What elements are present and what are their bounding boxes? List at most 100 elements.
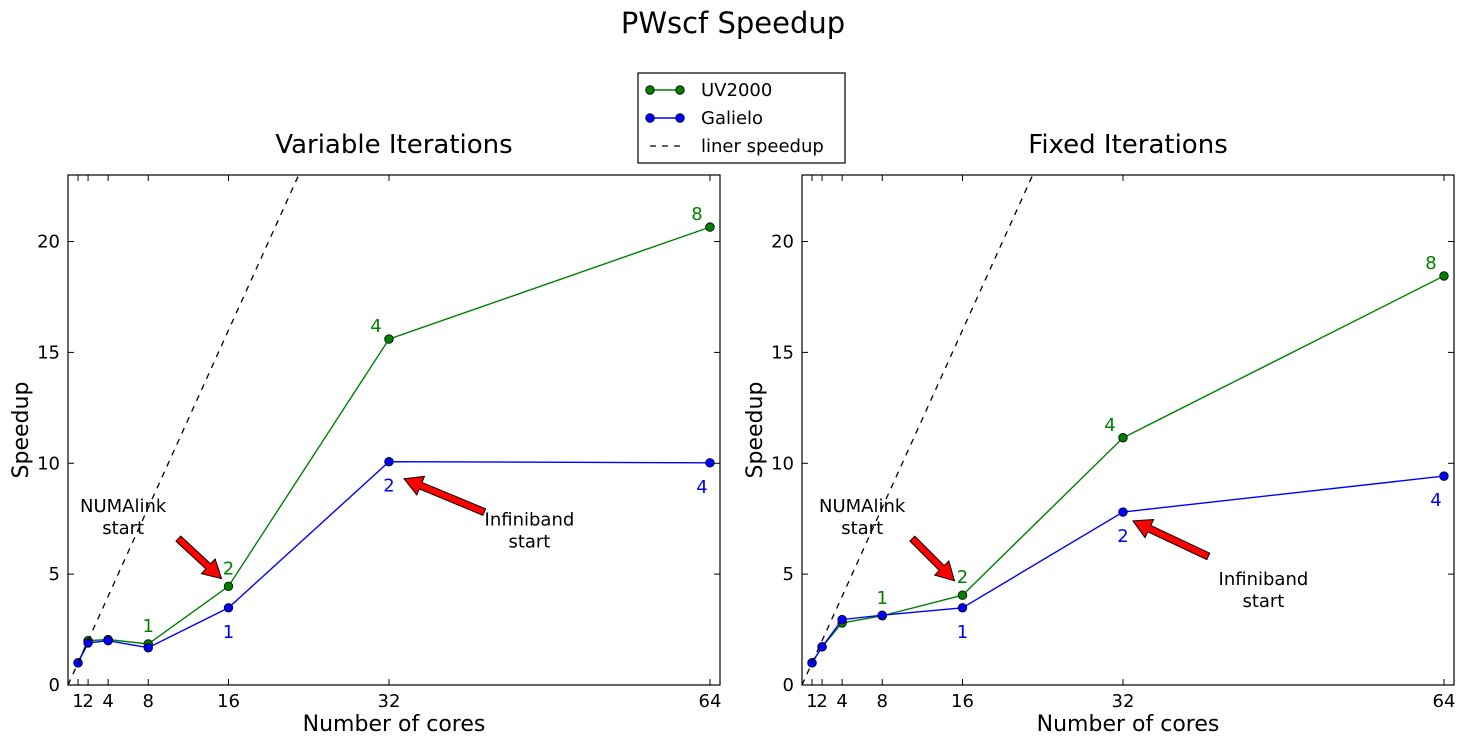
annotation-arrow bbox=[1132, 518, 1211, 561]
data-point-uv2000 bbox=[384, 334, 394, 344]
data-point-uv2000 bbox=[957, 590, 968, 600]
point-label: 4 bbox=[370, 316, 381, 337]
x-tick-label: 32 bbox=[378, 691, 401, 712]
annotation-line: NUMAlink bbox=[819, 496, 906, 517]
annotation-arrow bbox=[175, 535, 223, 580]
series-line-uv2000 bbox=[77, 226, 711, 664]
point-label: 8 bbox=[691, 204, 702, 225]
data-point-galielo bbox=[877, 610, 887, 620]
data-point-galielo bbox=[957, 603, 968, 613]
y-axis-label: Speedup bbox=[9, 382, 34, 479]
point-label: 1 bbox=[957, 622, 968, 643]
data-point-uv2000 bbox=[705, 222, 715, 232]
x-tick-label: 16 bbox=[951, 691, 974, 712]
annotation-text: Infiniband start bbox=[1219, 569, 1309, 612]
data-point-galielo bbox=[837, 614, 847, 625]
series-liner-speedup bbox=[68, 175, 300, 685]
x-tick-label: 8 bbox=[877, 691, 888, 712]
series-line-uv2000 bbox=[811, 275, 1445, 664]
annotation-line: start bbox=[102, 518, 144, 539]
point-label: 1 bbox=[223, 622, 234, 643]
x-tick-label: 32 bbox=[1112, 691, 1135, 712]
annotation-line: NUMAlink bbox=[80, 496, 167, 517]
point-label: 2 bbox=[1117, 526, 1128, 547]
y-tick-label: 15 bbox=[37, 342, 60, 363]
data-point-galielo bbox=[384, 457, 394, 467]
point-label: 2 bbox=[383, 476, 394, 497]
y-tick-label: 10 bbox=[771, 453, 794, 474]
legend-marker bbox=[645, 85, 655, 95]
data-point-galielo bbox=[103, 635, 113, 646]
figure-title: PWscf Speedup bbox=[621, 6, 845, 40]
x-tick-label: 4 bbox=[102, 691, 113, 712]
x-tick-label: 2 bbox=[816, 691, 827, 712]
annotation-line: start bbox=[841, 518, 883, 539]
series-galielo bbox=[811, 475, 1445, 664]
y-tick-label: 20 bbox=[37, 232, 60, 253]
data-point-galielo bbox=[1439, 471, 1449, 481]
x-tick-label: 2 bbox=[82, 691, 93, 712]
y-tick-label: 0 bbox=[49, 675, 60, 696]
x-tick-label: 1 bbox=[806, 691, 817, 712]
x-tick-label: 16 bbox=[217, 691, 240, 712]
plot-frame bbox=[801, 174, 1455, 686]
legend-marker bbox=[675, 85, 685, 95]
data-point-galielo bbox=[817, 642, 827, 652]
plot-frame bbox=[67, 174, 721, 686]
y-tick-label: 5 bbox=[49, 564, 60, 585]
data-point-galielo bbox=[143, 643, 153, 653]
data-point-galielo bbox=[1118, 507, 1128, 517]
data-point-uv2000 bbox=[1118, 433, 1128, 443]
data-point-uv2000 bbox=[1439, 271, 1449, 281]
legend-label-liner-speedup: liner speedup bbox=[701, 136, 824, 157]
annotation-arrow bbox=[403, 475, 487, 516]
annotation-text: Infiniband start bbox=[485, 509, 575, 552]
annotation-arrow bbox=[909, 535, 956, 582]
point-label: 4 bbox=[696, 477, 707, 498]
annotation-text: NUMAlink start bbox=[819, 496, 906, 539]
annotation-line: Infiniband bbox=[1219, 569, 1309, 590]
series-line-liner-speedup bbox=[68, 175, 300, 685]
series-line-galielo bbox=[811, 475, 1445, 664]
y-tick-label: 15 bbox=[771, 342, 794, 363]
series-liner-speedup bbox=[802, 175, 1034, 685]
y-tick-label: 10 bbox=[37, 453, 60, 474]
legend-label-uv2000: UV2000 bbox=[701, 80, 772, 101]
data-point-galielo bbox=[223, 603, 234, 613]
x-tick-label: 8 bbox=[143, 691, 154, 712]
data-point-uv2000 bbox=[223, 581, 234, 592]
annotation-line: start bbox=[1242, 591, 1284, 612]
y-tick-label: 20 bbox=[771, 232, 794, 253]
x-axis-label: Number of cores bbox=[1037, 712, 1220, 737]
x-tick-label: 1 bbox=[72, 691, 83, 712]
annotation-line: start bbox=[508, 531, 550, 552]
point-label: 4 bbox=[1104, 415, 1115, 436]
x-tick-label: 64 bbox=[1433, 691, 1456, 712]
data-point-galielo bbox=[83, 638, 93, 648]
x-tick-label: 64 bbox=[699, 691, 722, 712]
series-line-liner-speedup bbox=[802, 175, 1034, 685]
point-label: 2 bbox=[957, 567, 968, 588]
legend-label-galielo: Galielo bbox=[701, 108, 763, 129]
panel-title: Variable Iterations bbox=[275, 130, 512, 160]
series-uv2000 bbox=[77, 226, 711, 664]
annotation-text: NUMAlink start bbox=[80, 496, 167, 539]
x-tick-label: 4 bbox=[836, 691, 847, 712]
legend-marker bbox=[645, 113, 655, 123]
y-axis-label: Speedup bbox=[743, 382, 768, 479]
point-label: 1 bbox=[877, 588, 888, 609]
x-axis-label: Number of cores bbox=[303, 712, 486, 737]
point-label: 1 bbox=[143, 616, 154, 637]
point-label: 2 bbox=[223, 558, 234, 579]
point-label: 4 bbox=[1430, 490, 1441, 511]
series-uv2000 bbox=[811, 275, 1445, 664]
data-point-galielo bbox=[705, 458, 715, 468]
y-tick-label: 5 bbox=[783, 564, 794, 585]
panel-title: Fixed Iterations bbox=[1028, 130, 1227, 160]
legend: UV2000 Galielo liner speedup bbox=[637, 72, 846, 164]
annotation-line: Infiniband bbox=[485, 509, 575, 530]
y-tick-label: 0 bbox=[783, 675, 794, 696]
